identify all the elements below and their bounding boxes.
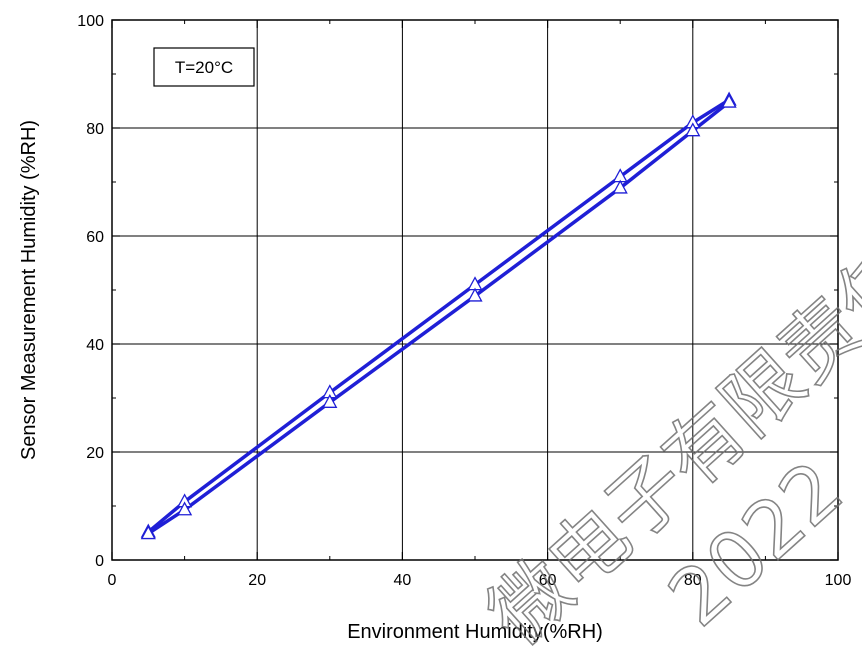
x-tick-label-4: 80	[684, 572, 702, 589]
x-tick-label-1: 20	[248, 572, 266, 589]
y-tick-label-5: 100	[77, 13, 104, 30]
series-1-point-5	[685, 122, 701, 137]
y-axis-title: Sensor Measurement Humidity (%RH)	[18, 120, 40, 460]
series-1-point-3	[467, 287, 483, 302]
annotation-box: T=20°C	[153, 47, 255, 87]
series-1-point-0	[140, 525, 156, 540]
y-tick-label-1: 20	[86, 445, 104, 462]
series-group	[140, 91, 737, 540]
watermark: 微电子有限责任 2022	[472, 229, 862, 648]
series-1-point-4	[612, 179, 628, 194]
y-tick-labels: 0 20 40 60 80 100	[77, 13, 104, 570]
x-tick-label-3: 60	[539, 572, 557, 589]
series-1-point-1	[177, 501, 193, 516]
x-tick-label-2: 40	[394, 572, 412, 589]
grid-lines	[112, 20, 838, 560]
y-tick-label-4: 80	[86, 121, 104, 138]
annotation-frame	[153, 47, 255, 87]
x-tick-label-0: 0	[108, 572, 117, 589]
series-1-point-2	[322, 393, 338, 408]
axis-ticks	[111, 19, 839, 561]
series-1-point-6	[721, 93, 737, 108]
annotation-text: T=20°C	[175, 58, 233, 77]
y-tick-label-0: 0	[95, 553, 104, 570]
y-tick-label-2: 40	[86, 337, 104, 354]
x-tick-labels: 0 20 40 60 80 100	[108, 572, 852, 589]
x-tick-label-5: 100	[825, 572, 852, 589]
x-axis-title: Environment Humidity(%RH)	[347, 621, 603, 643]
y-tick-label-3: 60	[86, 229, 104, 246]
